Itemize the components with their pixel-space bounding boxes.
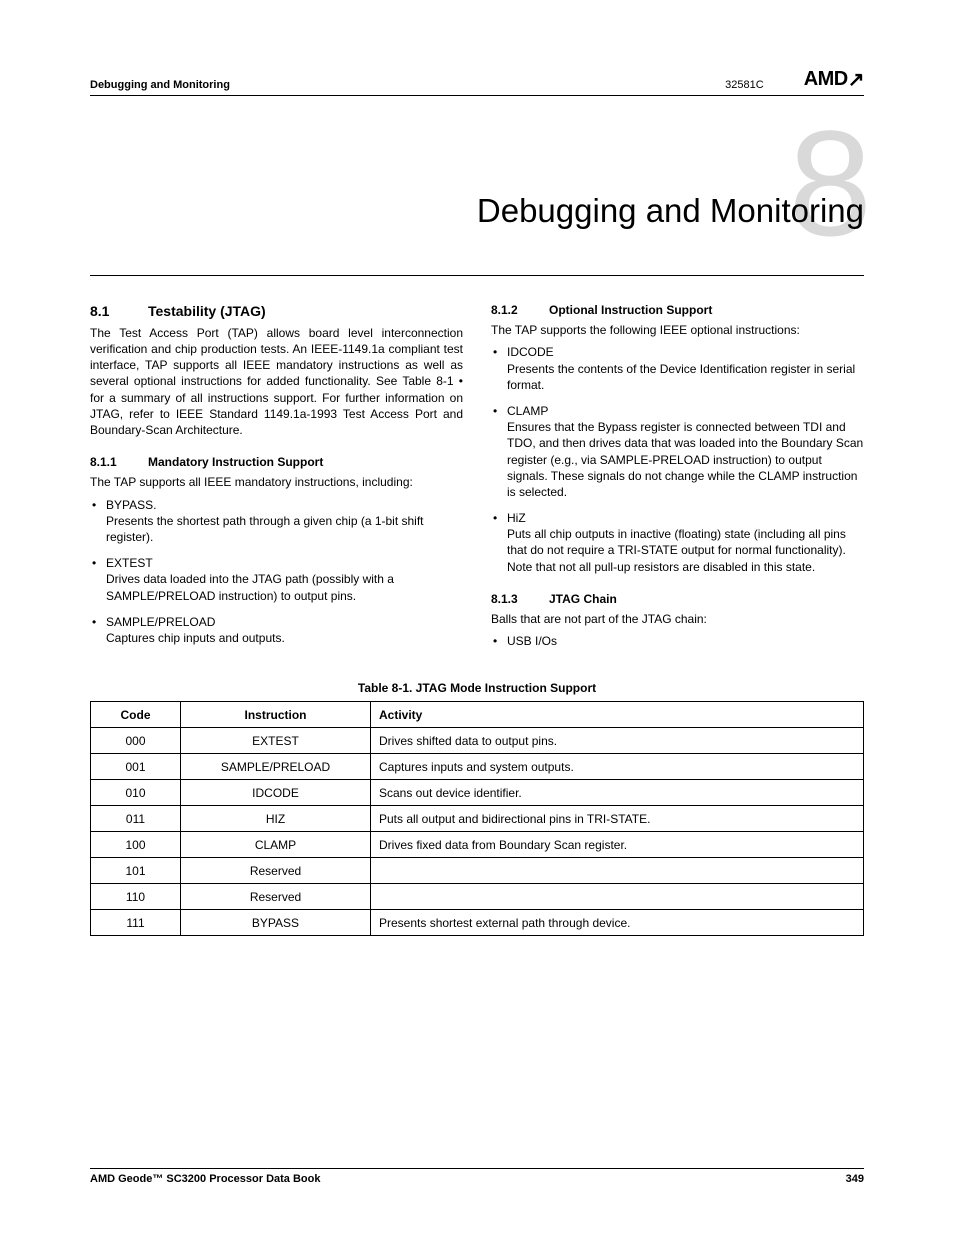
section-8-1-heading: 8.1Testability (JTAG) [90,302,463,321]
col-instruction: Instruction [181,702,371,728]
table-row: 011HIZPuts all output and bidirectional … [91,806,864,832]
header-right: 32581C AMD↗ [725,66,864,91]
left-column: 8.1Testability (JTAG) The Test Access Po… [90,302,463,659]
cell-activity [371,858,864,884]
chapter-number-watermark: 8 [789,108,872,258]
list-item: IDCODEPresents the contents of the Devic… [491,344,864,393]
cell-instruction: CLAMP [181,832,371,858]
cell-activity [371,884,864,910]
amd-logo-arrow-icon: ↗ [848,67,864,92]
cell-code: 111 [91,910,181,936]
table-row: 000EXTESTDrives shifted data to output p… [91,728,864,754]
cell-instruction: HIZ [181,806,371,832]
list-item: USB I/Os [491,633,864,649]
page-header: Debugging and Monitoring 32581C AMD↗ [90,66,864,96]
mandatory-list: BYPASS.Presents the shortest path throug… [90,497,463,647]
cell-instruction: EXTEST [181,728,371,754]
table-row: 001SAMPLE/PRELOADCaptures inputs and sys… [91,754,864,780]
cell-instruction: Reserved [181,858,371,884]
cell-code: 101 [91,858,181,884]
footer-page-number: 349 [846,1173,864,1185]
section-8-1-2-lead: The TAP supports the following IEEE opti… [491,322,864,338]
cell-activity: Captures inputs and system outputs. [371,754,864,780]
table-row: 010IDCODEScans out device identifier. [91,780,864,806]
list-item: HiZ Puts all chip outputs in inactive (f… [491,510,864,575]
cell-code: 100 [91,832,181,858]
list-item: SAMPLE/PRELOADCaptures chip inputs and o… [90,614,463,646]
table-row: 110Reserved [91,884,864,910]
table-header-row: Code Instruction Activity [91,702,864,728]
section-8-1-3-lead: Balls that are not part of the JTAG chai… [491,611,864,627]
table-8-1-title: Table 8-1. JTAG Mode Instruction Support [90,681,864,695]
body-columns: 8.1Testability (JTAG) The Test Access Po… [90,302,864,659]
cell-activity: Scans out device identifier. [371,780,864,806]
cell-activity: Drives fixed data from Boundary Scan reg… [371,832,864,858]
jtag-chain-list: USB I/Os [491,633,864,649]
cell-code: 010 [91,780,181,806]
section-8-1-1-lead: The TAP supports all IEEE mandatory inst… [90,474,463,490]
cell-activity: Puts all output and bidirectional pins i… [371,806,864,832]
table-row: 100CLAMPDrives fixed data from Boundary … [91,832,864,858]
list-item: CLAMPEnsures that the Bypass register is… [491,403,864,500]
cell-instruction: Reserved [181,884,371,910]
footer-title: AMD Geode™ SC3200 Processor Data Book [90,1173,320,1185]
cell-instruction: SAMPLE/PRELOAD [181,754,371,780]
list-item: BYPASS.Presents the shortest path throug… [90,497,463,546]
table-body: 000EXTESTDrives shifted data to output p… [91,728,864,936]
col-code: Code [91,702,181,728]
cell-instruction: BYPASS [181,910,371,936]
amd-logo: AMD↗ [804,66,864,91]
header-section: Debugging and Monitoring [90,79,230,91]
cell-activity: Presents shortest external path through … [371,910,864,936]
table-8-1: Code Instruction Activity 000EXTESTDrive… [90,701,864,936]
cell-activity: Drives shifted data to output pins. [371,728,864,754]
page-footer: AMD Geode™ SC3200 Processor Data Book 34… [90,1168,864,1185]
chapter-title: Debugging and Monitoring [477,192,864,230]
cell-code: 011 [91,806,181,832]
section-8-1-1-heading: 8.1.1Mandatory Instruction Support [90,454,463,470]
header-docnum: 32581C [725,79,764,91]
cell-code: 000 [91,728,181,754]
table-row: 111BYPASSPresents shortest external path… [91,910,864,936]
cell-code: 110 [91,884,181,910]
optional-list: IDCODEPresents the contents of the Devic… [491,344,864,574]
cell-instruction: IDCODE [181,780,371,806]
table-row: 101Reserved [91,858,864,884]
cell-code: 001 [91,754,181,780]
section-8-1-3-heading: 8.1.3JTAG Chain [491,591,864,607]
section-8-1-2-heading: 8.1.2Optional Instruction Support [491,302,864,318]
list-item: EXTESTDrives data loaded into the JTAG p… [90,555,463,604]
chapter-title-block: 8 Debugging and Monitoring [90,136,864,276]
col-activity: Activity [371,702,864,728]
section-8-1-intro: The Test Access Port (TAP) allows board … [90,325,463,438]
right-column: 8.1.2Optional Instruction Support The TA… [491,302,864,659]
